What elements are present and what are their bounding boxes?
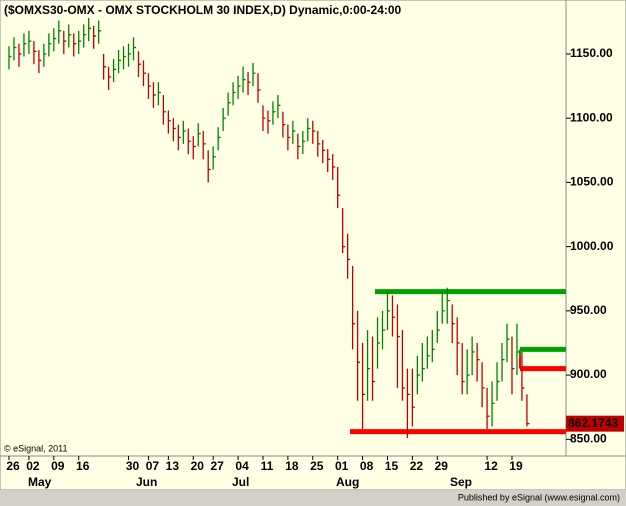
month-label: Aug <box>336 475 359 489</box>
y-tick-label: 900.00 <box>570 367 607 381</box>
x-tick-label: 22 <box>410 459 424 473</box>
x-tick-label: 07 <box>146 459 160 473</box>
footer-bar <box>0 490 626 506</box>
y-tick-label: 1050.00 <box>570 175 614 189</box>
x-tick-label: 30 <box>126 459 140 473</box>
y-tick-label: 850.00 <box>570 431 607 445</box>
y-tick-label: 1100.00 <box>570 110 613 124</box>
x-tick-label: 29 <box>435 459 449 473</box>
y-tick-label: 1000.00 <box>570 239 614 253</box>
copyright: © eSignal, 2011 <box>4 443 68 453</box>
x-tick-label: 20 <box>191 459 205 473</box>
x-tick-label: 01 <box>335 459 349 473</box>
plot-area <box>0 0 567 457</box>
x-tick-label: 25 <box>310 459 324 473</box>
last-price-box <box>566 415 624 432</box>
x-tick-label: 27 <box>211 459 225 473</box>
x-tick-label: 18 <box>285 459 299 473</box>
x-tick-label: 19 <box>509 459 523 473</box>
x-tick-label: 04 <box>235 459 249 473</box>
month-label: Sep <box>450 475 472 489</box>
footer: Published by eSignal (www.esignal.com) <box>458 492 620 502</box>
month-label: May <box>28 475 52 489</box>
x-tick-label: 08 <box>360 459 374 473</box>
x-tick-label: 15 <box>385 459 399 473</box>
x-tick-label: 13 <box>166 459 180 473</box>
x-tick-label: 12 <box>484 459 498 473</box>
month-label: Jul <box>232 475 249 489</box>
y-tick-label: 950.00 <box>570 303 607 317</box>
month-label: Jun <box>136 475 157 489</box>
chart-title: ($OMXS30-OMX - OMX STOCKHOLM 30 INDEX,D)… <box>4 3 402 17</box>
x-tick-label: 26 <box>6 459 20 473</box>
x-tick-label: 02 <box>26 459 40 473</box>
y-tick-label: 1150.00 <box>570 46 613 60</box>
last-price-label: 862.1743 <box>568 416 618 430</box>
x-tick-label: 11 <box>261 459 274 473</box>
price-axis <box>565 0 626 457</box>
x-tick-label: 16 <box>76 459 90 473</box>
x-tick-label: 09 <box>51 459 65 473</box>
